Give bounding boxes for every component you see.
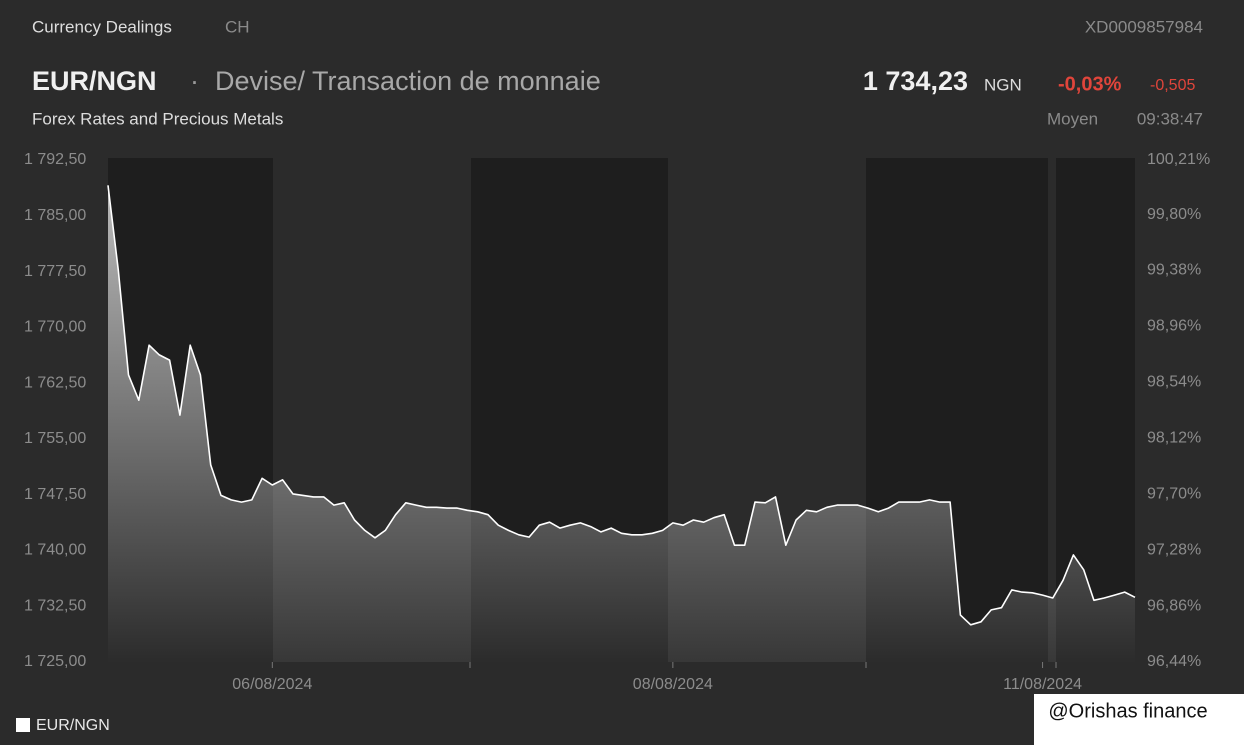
y2-tick-label: 97,28% (1147, 541, 1201, 558)
price: 1 734,23 (863, 66, 968, 96)
section: Currency Dealings (32, 17, 172, 36)
y-tick-label: 1 777,50 (24, 263, 86, 280)
y2-tick-label: 98,54% (1147, 374, 1201, 391)
y-tick-label: 1 755,00 (24, 430, 86, 447)
y-tick-label: 1 770,00 (24, 319, 86, 336)
separator: · (190, 66, 199, 96)
x-tick-label: 08/08/2024 (633, 676, 713, 693)
description: Devise/ Transaction de monnaie (215, 66, 601, 96)
y2-tick-label: 100,21% (1147, 151, 1210, 168)
change-pct: -0,03% (1058, 73, 1122, 95)
subtitle: Forex Rates and Precious Metals (32, 109, 283, 128)
y2-tick-label: 99,38% (1147, 262, 1201, 279)
x-tick-label: 06/08/2024 (232, 676, 312, 693)
watermark: @Orishas finance (1048, 700, 1207, 722)
y-tick-label: 1 762,50 (24, 374, 86, 391)
y-tick-label: 1 732,50 (24, 597, 86, 614)
y-tick-label: 1 785,00 (24, 207, 86, 224)
change: -0,505 (1150, 77, 1195, 94)
y2-tick-label: 98,12% (1147, 430, 1201, 447)
y2-tick-label: 96,86% (1147, 597, 1201, 614)
y2-tick-label: 97,70% (1147, 485, 1201, 502)
symbol: EUR/NGN (32, 66, 157, 96)
country: CH (225, 17, 250, 36)
y2-tick-label: 98,96% (1147, 318, 1201, 335)
y2-tick-label: 96,44% (1147, 653, 1201, 670)
watermark-box (1034, 694, 1244, 745)
area (108, 185, 1135, 663)
time: 09:38:47 (1137, 109, 1203, 128)
y-tick-label: 1 725,00 (24, 653, 86, 670)
legend-swatch (16, 718, 30, 732)
legend-label: EUR/NGN (36, 717, 110, 734)
line (107, 185, 1136, 626)
y-tick-label: 1 792,50 (24, 151, 86, 168)
y-tick-label: 1 740,00 (24, 542, 86, 559)
y2-tick-label: 99,80% (1147, 206, 1201, 223)
x-tick-label: 11/08/2024 (1003, 676, 1082, 693)
currency: NGN (984, 75, 1022, 94)
isin: XD0009857984 (1085, 17, 1203, 36)
y-tick-label: 1 747,50 (24, 486, 86, 503)
price-type: Moyen (1047, 109, 1098, 128)
